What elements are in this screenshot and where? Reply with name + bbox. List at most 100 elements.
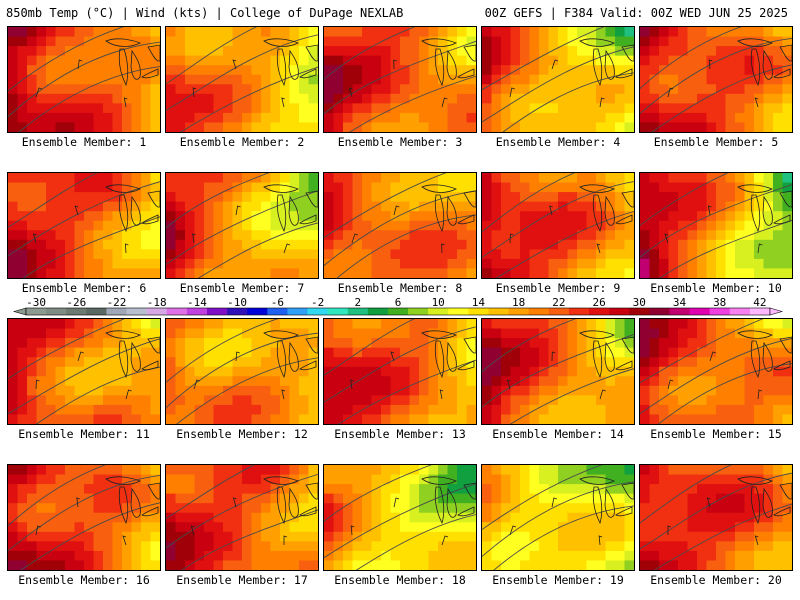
temp-cell (706, 239, 717, 250)
temp-cell (17, 46, 28, 57)
temp-cell (362, 319, 373, 330)
temp-cell (678, 404, 689, 416)
temp-cell (131, 192, 142, 203)
temp-cell (371, 347, 382, 358)
temp-cell (299, 103, 310, 114)
temp-cell (529, 173, 540, 184)
temp-cell (150, 268, 160, 278)
temp-cell (343, 385, 354, 396)
temp-cell (520, 74, 531, 85)
temp-cell (649, 484, 660, 495)
temp-cell (261, 522, 272, 533)
temp-cell (324, 328, 335, 339)
temp-cell (175, 36, 186, 47)
temp-cell (539, 93, 550, 104)
temp-cell (204, 414, 215, 424)
temp-cell (447, 230, 458, 241)
colorbar-legend: -30 -26 -22 -18 -14 -10 -6 -2 2 6 10 14 18 22 26 30 34 38… (12, 296, 784, 316)
temp-cell (539, 414, 550, 424)
temp-cell (17, 258, 28, 270)
temp-cell (289, 112, 300, 124)
temp-cell (400, 46, 411, 57)
temp-cell (605, 531, 616, 542)
temp-cell (605, 268, 616, 278)
temp-cell (232, 385, 243, 396)
temp-cell (640, 27, 651, 38)
temp-cell (270, 347, 281, 358)
temp-cell (242, 414, 253, 424)
temp-cell (678, 560, 689, 570)
temp-cell (501, 182, 512, 193)
wind-barb (76, 497, 80, 508)
temp-cell (223, 512, 234, 523)
temp-cell (491, 560, 502, 570)
temp-cell (289, 404, 300, 416)
temp-cell (615, 357, 626, 368)
temp-cell (112, 230, 123, 241)
temp-cell (529, 541, 540, 552)
colorbar-swatch (749, 308, 771, 315)
temp-cell (150, 36, 160, 47)
temp-cell (744, 503, 755, 514)
temp-cell (640, 36, 651, 47)
temp-cell (615, 522, 626, 533)
temp-cell (17, 36, 28, 47)
temp-cell (697, 414, 708, 424)
colorbar-tick-label: 38 (713, 296, 726, 309)
temp-cell (333, 531, 344, 542)
temp-cell (352, 512, 363, 523)
temp-cell (735, 560, 746, 570)
temp-cell (558, 268, 569, 278)
temp-cell (466, 74, 476, 85)
temp-cell (457, 328, 468, 339)
temp-cell (251, 36, 262, 47)
temp-cell (232, 366, 243, 377)
temp-cell (343, 211, 354, 222)
temp-cell (773, 74, 784, 85)
temp-cell (55, 357, 66, 368)
temp-cell (213, 182, 224, 193)
temp-cell (8, 249, 19, 260)
temp-cell (567, 46, 578, 57)
temp-cell (343, 395, 354, 406)
temp-cell (17, 503, 28, 514)
temp-cell (482, 220, 493, 231)
temp-cell (112, 541, 123, 552)
temp-cell (150, 376, 160, 387)
temp-cell (567, 395, 578, 406)
temp-cell (529, 122, 540, 132)
temp-cell (763, 541, 774, 552)
wind-barb (35, 525, 41, 536)
colorbar-swatch (106, 308, 127, 315)
temperature-map-20 (640, 465, 792, 570)
temp-cell (223, 27, 234, 38)
temp-cell (65, 319, 76, 330)
temp-cell (678, 385, 689, 396)
temp-cell (223, 55, 234, 66)
temp-cell (586, 258, 597, 270)
temp-cell (65, 65, 76, 76)
temp-cell (324, 493, 335, 504)
temp-cell (289, 503, 300, 514)
temp-cell (697, 512, 708, 523)
ensemble-member-label-5: Ensemble Member: 5 (653, 135, 779, 149)
temp-cell (706, 531, 717, 542)
temp-cell (112, 560, 123, 570)
temp-cell (36, 338, 47, 349)
temp-cell (605, 319, 616, 330)
temp-cell (567, 84, 578, 95)
temp-cell (390, 347, 401, 358)
temp-cell (466, 122, 476, 132)
temp-cell (55, 414, 66, 424)
colorbar-tick-label: 42 (753, 296, 766, 309)
temp-cell (697, 465, 708, 476)
temp-cell (74, 93, 85, 104)
temp-cell (640, 84, 651, 95)
temp-cell (175, 531, 186, 542)
lake-outline (118, 486, 129, 525)
temp-cell (725, 103, 736, 114)
temp-cell (390, 319, 401, 330)
temp-cell (754, 531, 765, 542)
temp-cell (400, 484, 411, 495)
temp-cell (131, 376, 142, 387)
